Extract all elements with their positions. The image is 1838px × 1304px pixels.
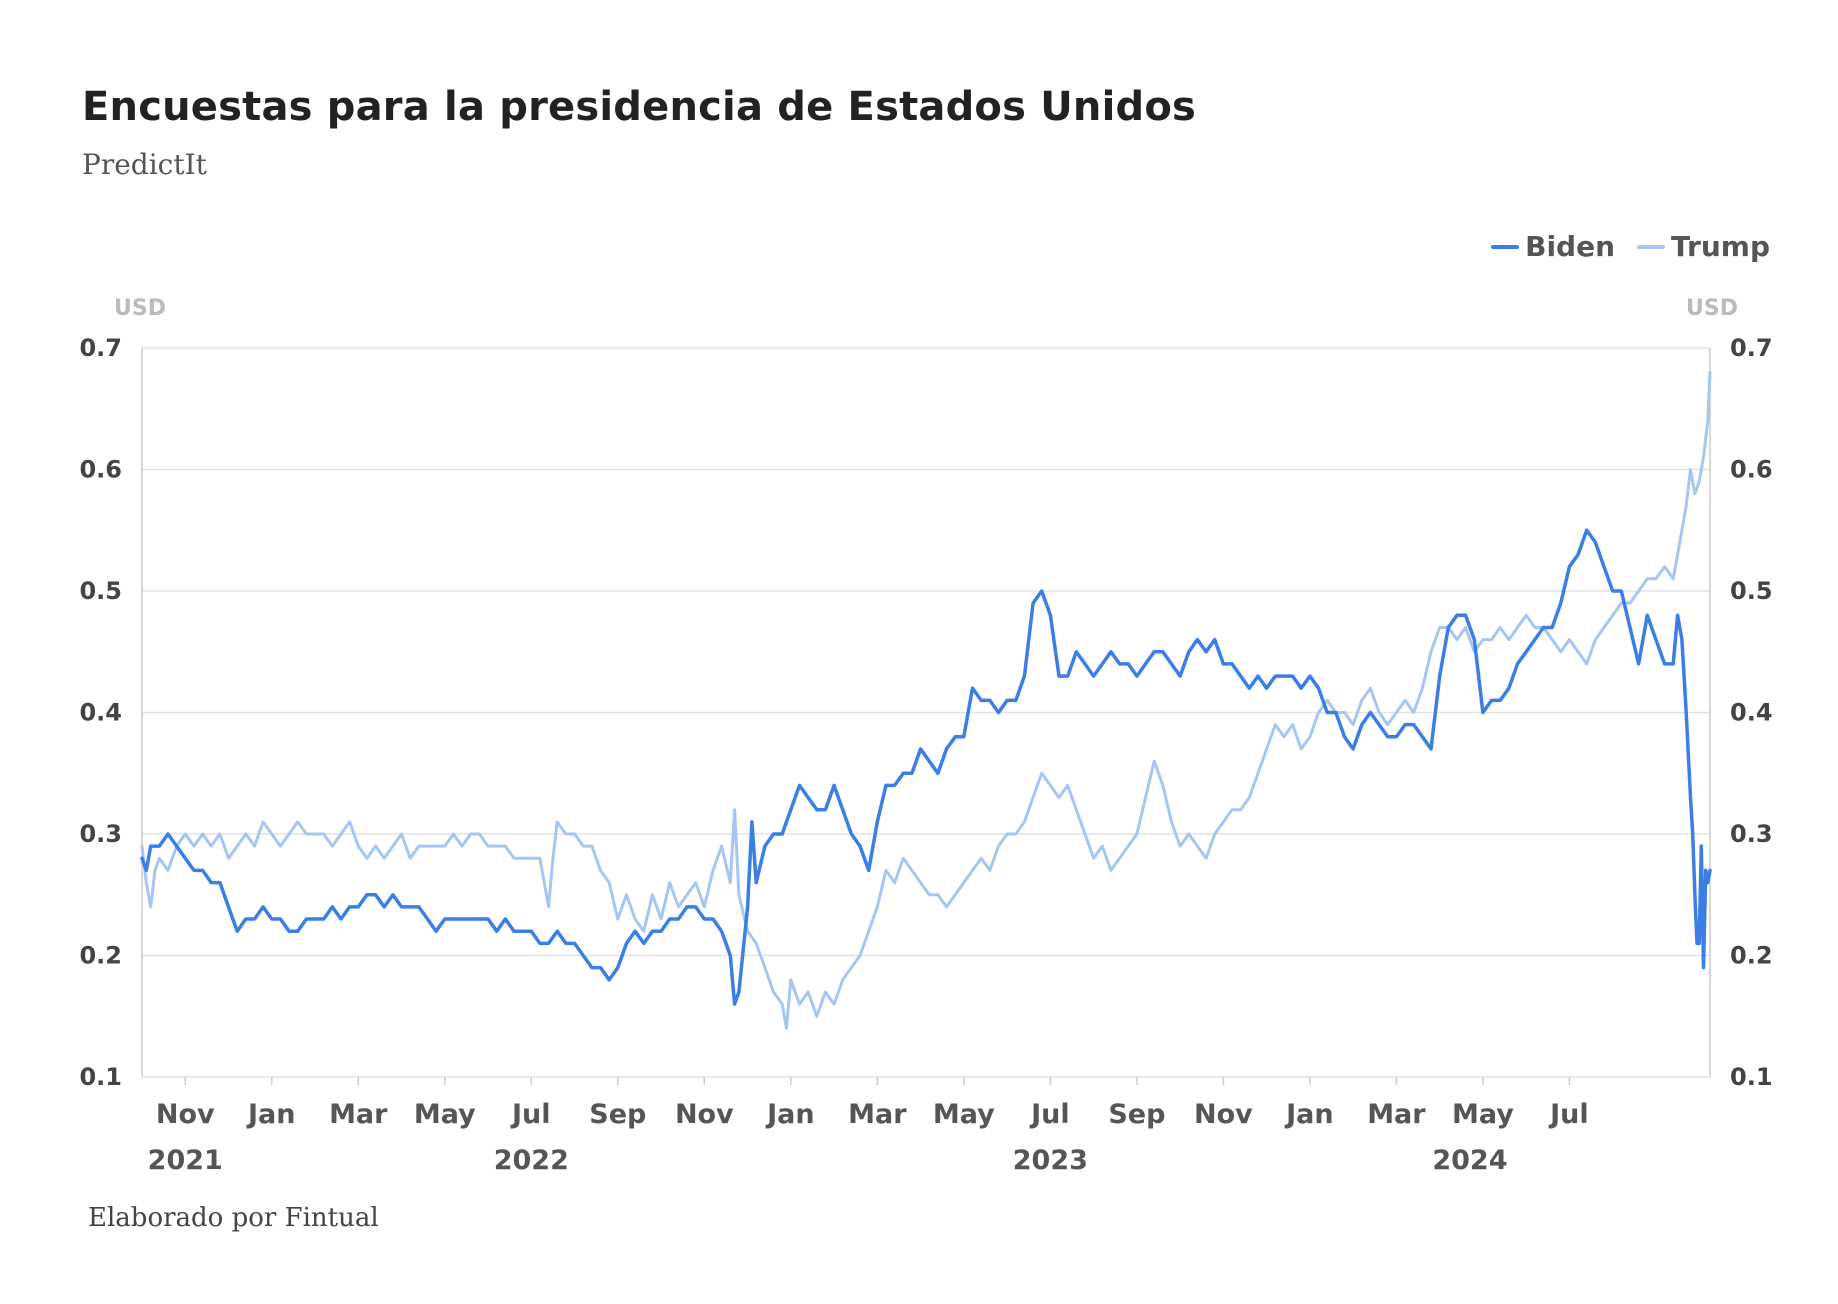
grid-lines	[142, 347, 1710, 1078]
x-year-label: 2022	[494, 1145, 569, 1176]
series-lines	[140, 370, 1712, 1030]
y-tick-label-left: 0.2	[79, 942, 122, 970]
x-year-label: 2024	[1432, 1145, 1507, 1176]
x-year-label: 2023	[1013, 1145, 1088, 1176]
x-tick-label: Mar	[848, 1099, 907, 1130]
legend-label-trump: Trump	[1671, 230, 1770, 263]
x-tick-label: Jan	[1284, 1099, 1334, 1130]
y-tick-label-left: 0.5	[79, 577, 122, 605]
y-tick-label-right: 0.1	[1730, 1063, 1773, 1091]
axes	[141, 348, 1711, 1085]
x-tick-label: Mar	[1367, 1099, 1426, 1130]
y-tick-label-right: 0.4	[1730, 699, 1773, 727]
legend-swatch-trump	[1637, 244, 1666, 249]
y-tick-label-right: 0.3	[1730, 820, 1773, 848]
legend-item-trump[interactable]: Trump	[1637, 230, 1770, 263]
x-tick-label: Jul	[1548, 1099, 1589, 1130]
y-axis-unit-left: USD	[114, 296, 166, 321]
legend: Biden Trump	[1491, 230, 1770, 263]
x-tick-label: Sep	[1108, 1099, 1165, 1130]
y-tick-label-left: 0.1	[79, 1063, 122, 1091]
legend-item-biden[interactable]: Biden	[1491, 230, 1615, 263]
y-tick-label-right: 0.5	[1730, 577, 1773, 605]
y-tick-label-right: 0.2	[1730, 942, 1773, 970]
y-tick-label-left: 0.4	[79, 699, 122, 727]
x-tick-label: Nov	[1194, 1099, 1253, 1130]
chart-subtitle: PredictIt	[82, 148, 207, 181]
x-tick-label: Mar	[329, 1099, 388, 1130]
x-tick-label: Jan	[765, 1099, 815, 1130]
y-axis-unit-right: USD	[1686, 296, 1738, 321]
chart-title: Encuestas para la presidencia de Estados…	[82, 84, 1197, 130]
series-line-trump	[140, 370, 1712, 1030]
x-tick-label: Jan	[246, 1099, 296, 1130]
tick-labels: 0.1 0.1 0.2 0.2 0.3 0.3 0.4 0.4 0.5 0.5 0.6 0.6 0.7 0…	[79, 334, 1772, 1176]
x-tick-label: May	[933, 1099, 995, 1130]
footer-credit: Elaborado por Fintual	[88, 1203, 379, 1233]
y-tick-label-left: 0.6	[79, 456, 122, 484]
y-tick-label-right: 0.6	[1730, 456, 1773, 484]
legend-swatch-biden	[1491, 244, 1520, 249]
x-tick-label: Nov	[675, 1099, 734, 1130]
legend-label-biden: Biden	[1525, 230, 1616, 263]
series-line-biden	[140, 528, 1712, 1006]
y-tick-label-left: 0.7	[79, 334, 122, 362]
x-tick-label: May	[414, 1099, 476, 1130]
x-tick-label: Jul	[510, 1099, 551, 1130]
x-tick-label: Sep	[589, 1099, 646, 1130]
y-tick-label-left: 0.3	[79, 820, 122, 848]
x-tick-label: May	[1452, 1099, 1514, 1130]
x-tick-label: Jul	[1029, 1099, 1070, 1130]
x-year-label: 2021	[148, 1145, 223, 1176]
y-tick-label-right: 0.7	[1730, 334, 1773, 362]
x-tick-label: Nov	[156, 1099, 215, 1130]
